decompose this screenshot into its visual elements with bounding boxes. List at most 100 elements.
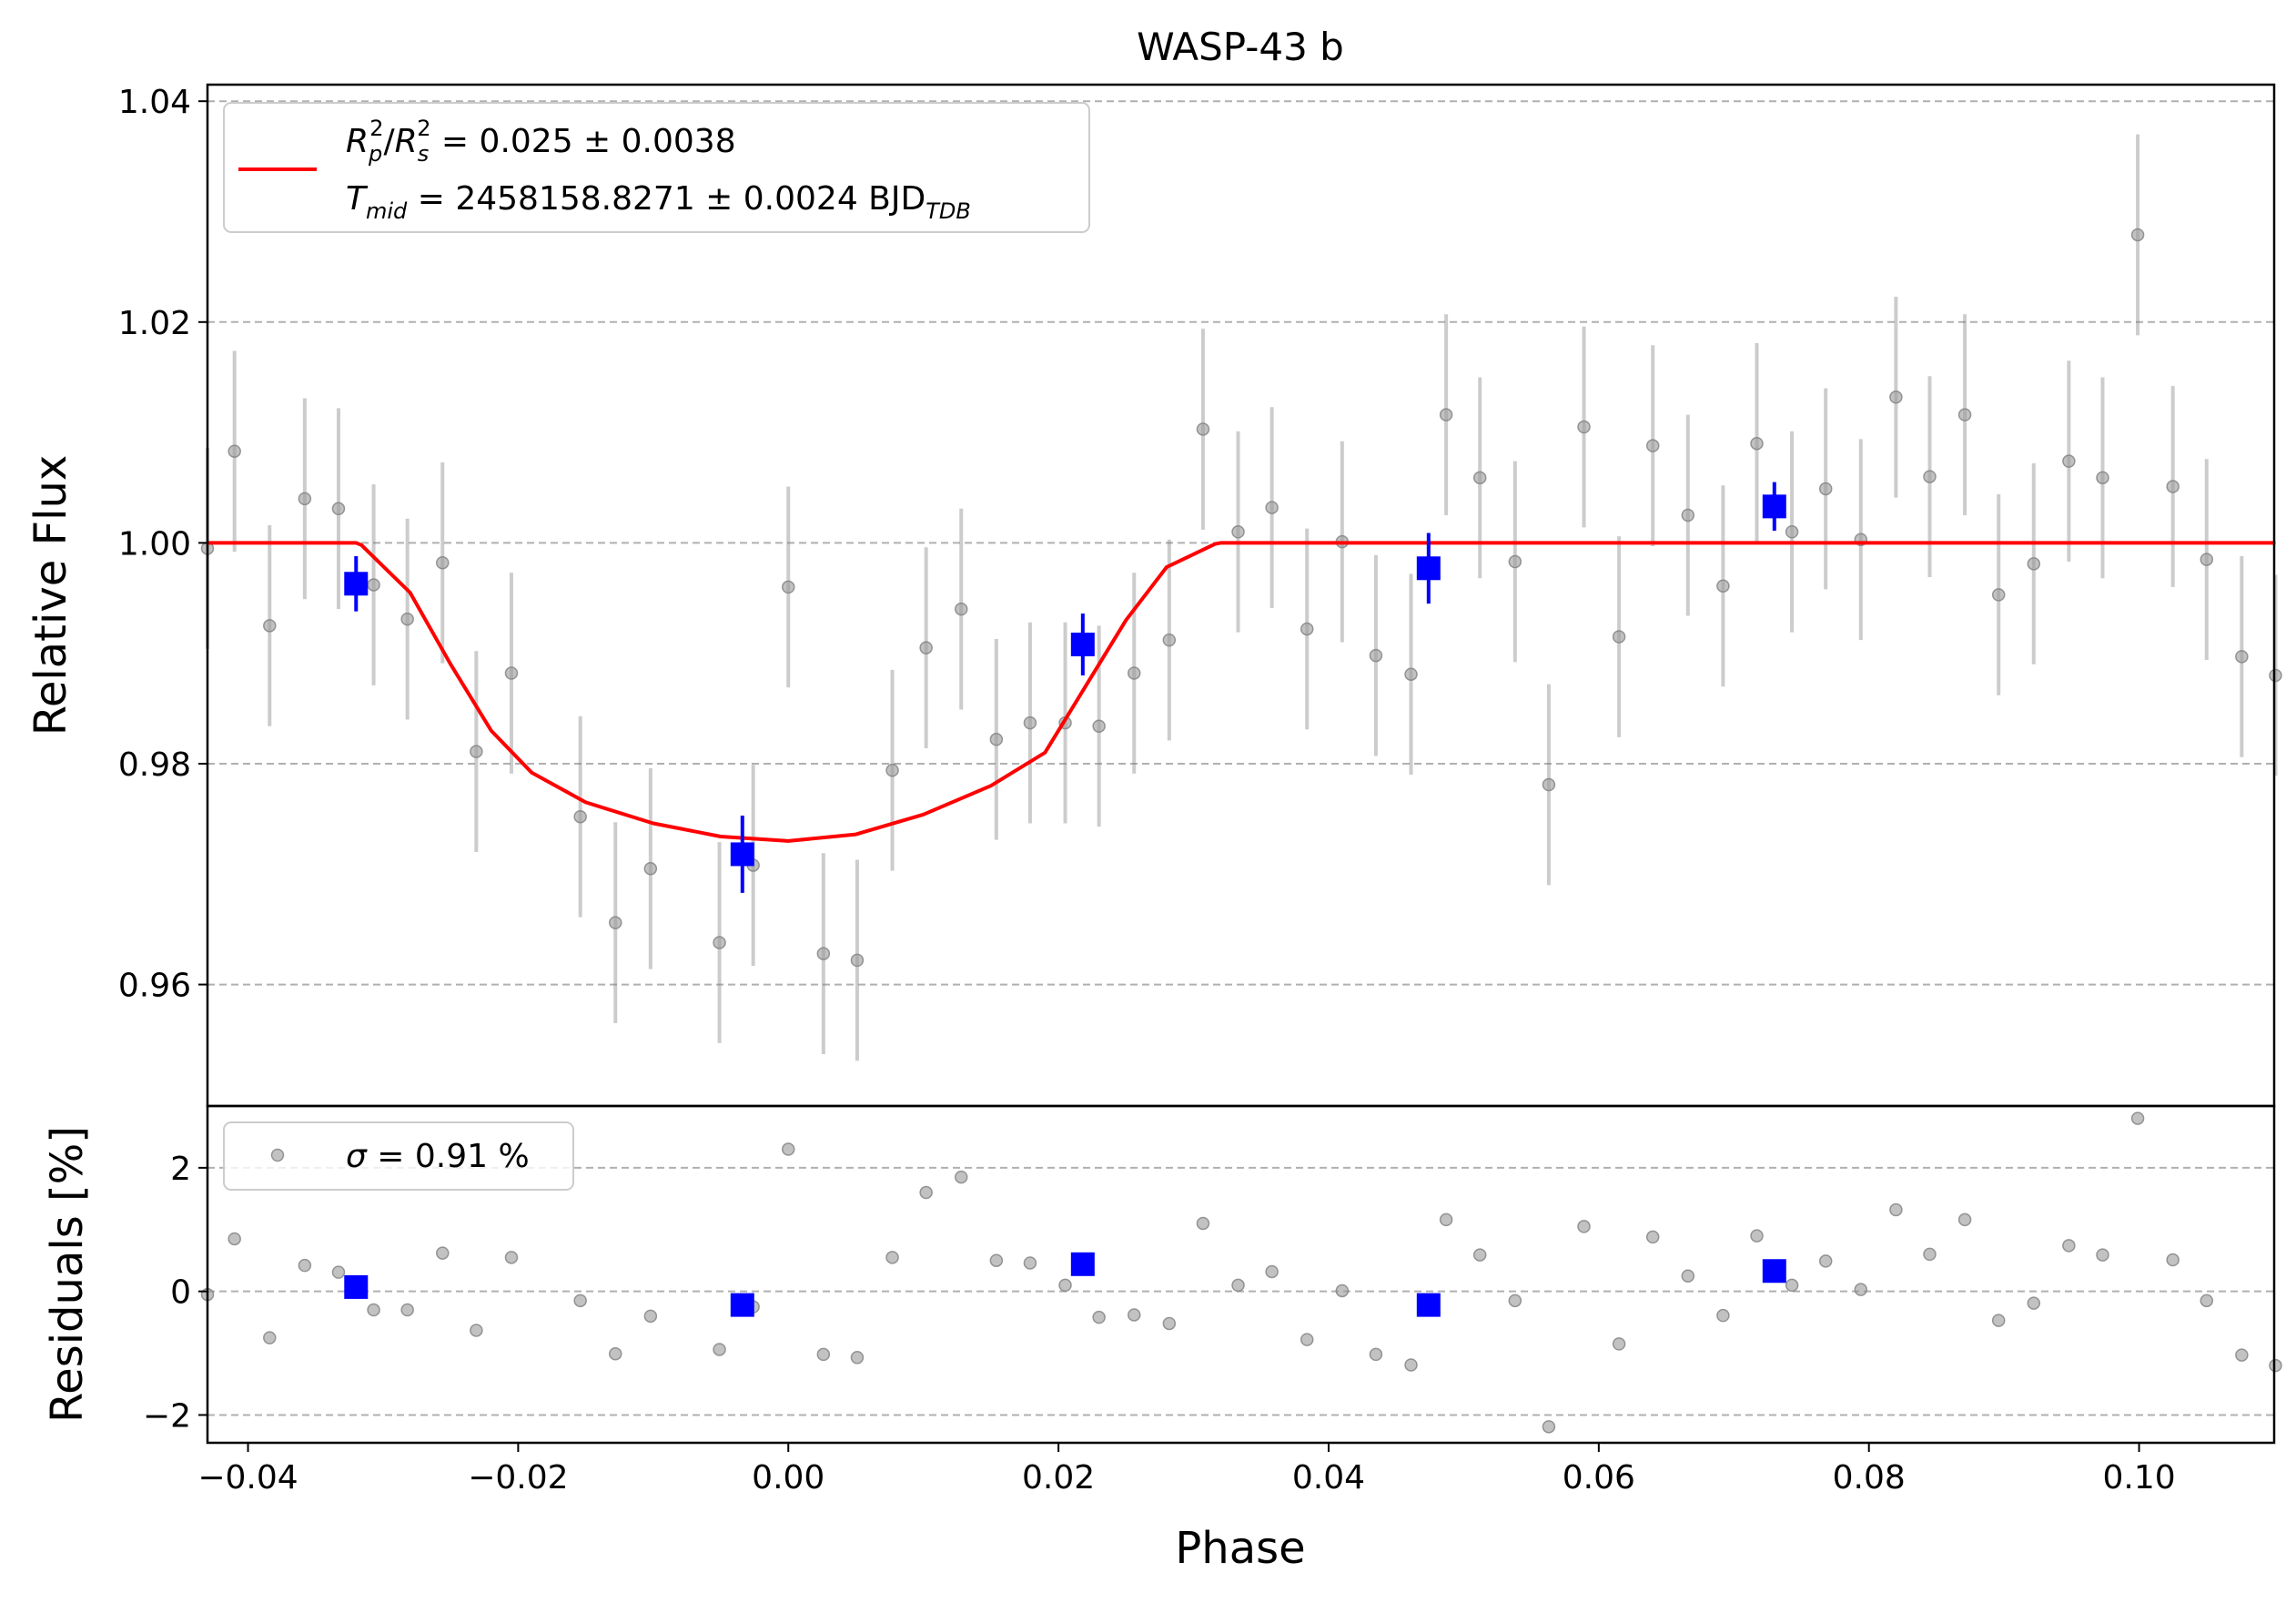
residual-data-point bbox=[989, 1253, 1004, 1267]
raw-data-point bbox=[1750, 436, 1764, 451]
residuals-legend: σ = 0.91 % bbox=[223, 1121, 574, 1191]
residual-data-point bbox=[1612, 1337, 1626, 1351]
raw-data-point bbox=[1369, 648, 1383, 663]
main-y-ticks: 0.96 0.98 1.00 1.02 1.04 bbox=[118, 84, 207, 1005]
residual-data-point bbox=[2096, 1248, 2109, 1262]
residual-data-point bbox=[1577, 1220, 1591, 1233]
raw-data-point bbox=[504, 666, 519, 680]
residual-data-point bbox=[1991, 1314, 2006, 1327]
main-model-curve bbox=[207, 541, 2276, 843]
raw-data-point bbox=[1023, 715, 1037, 730]
raw-data-point bbox=[470, 745, 483, 758]
raw-data-point bbox=[2130, 228, 2145, 242]
main-y-tick-label: 0.96 bbox=[118, 968, 191, 1005]
raw-data-point bbox=[1681, 508, 1695, 522]
residual-data-point bbox=[850, 1351, 865, 1365]
raw-data-point bbox=[436, 555, 450, 570]
residual-data-point bbox=[1472, 1248, 1487, 1262]
legend-model-label-line2: Tmid = 2458158.8271 ± 0.0024 BJDTDB bbox=[346, 180, 971, 224]
residual-data-point bbox=[1716, 1308, 1730, 1323]
residuals-y-axis-label: Residuals [%] bbox=[42, 1126, 93, 1423]
residual-data-point bbox=[1265, 1264, 1279, 1279]
x-tick-label: −0.04 bbox=[197, 1459, 298, 1496]
raw-data-point bbox=[1404, 667, 1418, 681]
residual-data-point bbox=[331, 1265, 346, 1279]
residuals-legend-box bbox=[223, 1121, 574, 1191]
x-tick-label: 0.10 bbox=[2102, 1459, 2175, 1496]
residual-data-point bbox=[2130, 1111, 2145, 1125]
raw-data-point bbox=[1923, 470, 1937, 483]
residual-data-point bbox=[782, 1142, 795, 1156]
raw-data-point bbox=[919, 641, 933, 654]
raw-data-point bbox=[609, 916, 622, 929]
residual-data-point bbox=[1508, 1294, 1522, 1308]
raw-data-point bbox=[1577, 420, 1591, 434]
residual-data-point bbox=[1196, 1216, 1210, 1231]
residual-data-point bbox=[2269, 1358, 2282, 1373]
chart-title: WASP-43 b bbox=[1137, 25, 1344, 69]
main-y-tick-label: 1.04 bbox=[118, 84, 191, 121]
main-binned-points bbox=[344, 482, 1786, 893]
residual-data-point bbox=[816, 1347, 831, 1362]
residual-data-point bbox=[1404, 1358, 1418, 1372]
residual-data-point bbox=[470, 1324, 483, 1337]
residuals-plot-frame bbox=[206, 1104, 2276, 1445]
residual-data-point bbox=[1542, 1420, 1556, 1434]
raw-data-point bbox=[1265, 501, 1279, 514]
legend-residual-label: σ = 0.91 % bbox=[346, 1138, 530, 1175]
residual-data-point bbox=[919, 1185, 933, 1200]
raw-data-point bbox=[1508, 554, 1522, 569]
residual-data-point bbox=[263, 1331, 277, 1344]
x-tick-label: 0.04 bbox=[1292, 1459, 1365, 1496]
residual-data-point bbox=[400, 1303, 414, 1317]
residual-data-point bbox=[1957, 1212, 1972, 1227]
residual-data-point bbox=[1092, 1310, 1106, 1324]
raw-data-point bbox=[263, 619, 277, 633]
binned-residual-point bbox=[344, 1274, 369, 1299]
raw-data-point bbox=[2200, 553, 2214, 566]
x-tick-label: 0.06 bbox=[1563, 1459, 1635, 1496]
raw-data-point bbox=[228, 444, 241, 458]
raw-data-point bbox=[1472, 471, 1487, 485]
transit-model-line bbox=[207, 541, 2276, 843]
raw-data-point bbox=[1231, 525, 1245, 539]
legend-residual-marker-swatch bbox=[270, 1148, 285, 1162]
raw-data-point bbox=[1991, 588, 2006, 602]
residual-data-point bbox=[1231, 1278, 1245, 1293]
raw-data-point bbox=[2235, 650, 2249, 664]
residual-data-point bbox=[1889, 1202, 1903, 1217]
residuals-x-ticks: −0.04 −0.02 0.00 0.02 0.04 0.06 0.08 0.10 bbox=[197, 1443, 2176, 1496]
residuals-y-tick-label: 2 bbox=[170, 1151, 191, 1188]
x-tick-label: 0.00 bbox=[752, 1459, 824, 1496]
residual-data-point bbox=[1854, 1283, 1868, 1296]
binned-data-point bbox=[1762, 494, 1786, 519]
raw-data-point bbox=[1300, 622, 1314, 636]
raw-data-point bbox=[1439, 408, 1453, 421]
raw-data-point bbox=[850, 953, 865, 968]
raw-data-point bbox=[367, 578, 380, 592]
raw-data-point bbox=[1612, 630, 1626, 644]
raw-data-point bbox=[573, 809, 587, 824]
residual-data-point bbox=[1023, 1256, 1037, 1270]
raw-data-point bbox=[782, 580, 795, 594]
residual-data-point bbox=[573, 1294, 587, 1308]
residual-data-point bbox=[1818, 1254, 1833, 1268]
residuals-y-tick-label: 0 bbox=[170, 1274, 191, 1312]
residual-data-point bbox=[1681, 1269, 1695, 1283]
residual-data-point bbox=[2235, 1348, 2249, 1362]
raw-data-point bbox=[2062, 454, 2076, 468]
raw-data-point bbox=[2096, 471, 2109, 485]
x-tick-label: 0.08 bbox=[1833, 1459, 1906, 1496]
residual-data-point bbox=[1335, 1283, 1350, 1298]
residual-data-point bbox=[1162, 1316, 1177, 1331]
residuals-raw-points bbox=[200, 1111, 2282, 1434]
raw-data-point bbox=[2166, 480, 2180, 493]
residual-data-point bbox=[298, 1258, 312, 1273]
main-y-tick-label: 1.00 bbox=[118, 525, 191, 563]
residual-data-point bbox=[609, 1346, 622, 1361]
residual-data-point bbox=[1923, 1247, 1937, 1262]
residual-data-point bbox=[1645, 1230, 1660, 1244]
legend-model-label-line1: Rp2/Rs2 = 0.025 ± 0.0038 bbox=[346, 116, 736, 167]
